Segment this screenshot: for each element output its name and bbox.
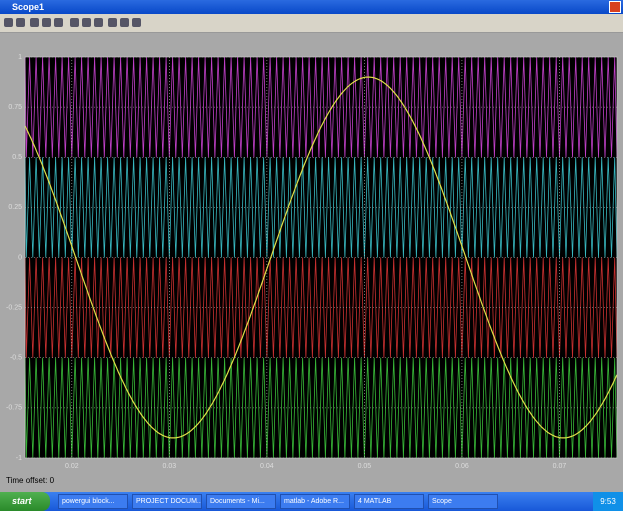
x-tick-label: 0.07 — [553, 463, 567, 470]
taskbar-item[interactable]: PROJECT DOCUM... — [132, 494, 202, 509]
toolbar — [0, 14, 623, 33]
y-tick-label: 0.25 — [8, 204, 22, 211]
plot-border — [24, 56, 618, 459]
carrier-wave — [24, 357, 618, 459]
close-button[interactable] — [609, 1, 621, 13]
autoscale-button[interactable] — [70, 18, 79, 27]
window-title: Scope1 — [12, 2, 45, 12]
title-bar: Scope1 — [0, 0, 623, 14]
restore-axes-button[interactable] — [94, 18, 103, 27]
y-tick-label: 0.5 — [12, 154, 22, 161]
y-tick-label: 0 — [18, 254, 22, 261]
taskbar-item[interactable]: powergui block... — [58, 494, 128, 509]
carrier-wave — [24, 257, 618, 358]
y-tick-label: -0.5 — [10, 355, 22, 362]
x-tick-label: 0.06 — [455, 463, 469, 470]
float-button[interactable] — [108, 18, 117, 27]
x-tick-label: 0.04 — [260, 463, 274, 470]
x-tick-label: 0.03 — [163, 463, 177, 470]
y-tick-label: -1 — [16, 455, 22, 462]
zoom-y-button[interactable] — [54, 18, 63, 27]
carrier-wave — [24, 56, 618, 158]
x-tick-label: 0.05 — [358, 463, 372, 470]
save-axes-button[interactable] — [82, 18, 91, 27]
signal-button[interactable] — [132, 18, 141, 27]
x-tick-label: 0.02 — [65, 463, 79, 470]
clock: 9:53 — [593, 492, 623, 511]
taskbar: start 9:53 powergui block... PROJECT DOCU… — [0, 492, 623, 511]
taskbar-item[interactable]: matlab - Adobe R... — [280, 494, 350, 509]
taskbar-item[interactable]: Documents - Mi... — [206, 494, 276, 509]
start-button[interactable]: start — [0, 492, 50, 511]
taskbar-item[interactable]: 4 MATLAB — [354, 494, 424, 509]
taskbar-item[interactable]: Scope — [428, 494, 498, 509]
lock-button[interactable] — [120, 18, 129, 27]
y-tick-label: -0.75 — [6, 405, 22, 412]
zoom-x-button[interactable] — [42, 18, 51, 27]
print-button[interactable] — [4, 18, 13, 27]
y-tick-label: 0.75 — [8, 104, 22, 111]
params-button[interactable] — [16, 18, 25, 27]
carrier-wave — [24, 157, 618, 258]
status-text: Time offset: 0 — [6, 476, 55, 485]
y-tick-label: -0.25 — [6, 304, 22, 311]
zoom-button[interactable] — [30, 18, 39, 27]
scope-plot: -1 -0.75 -0.5 -0.25 0 0.25 0.5 0.75 1 0.02 0.03 0.0… — [6, 54, 618, 470]
y-tick-label: 1 — [18, 54, 22, 61]
reference-sine — [24, 76, 618, 439]
